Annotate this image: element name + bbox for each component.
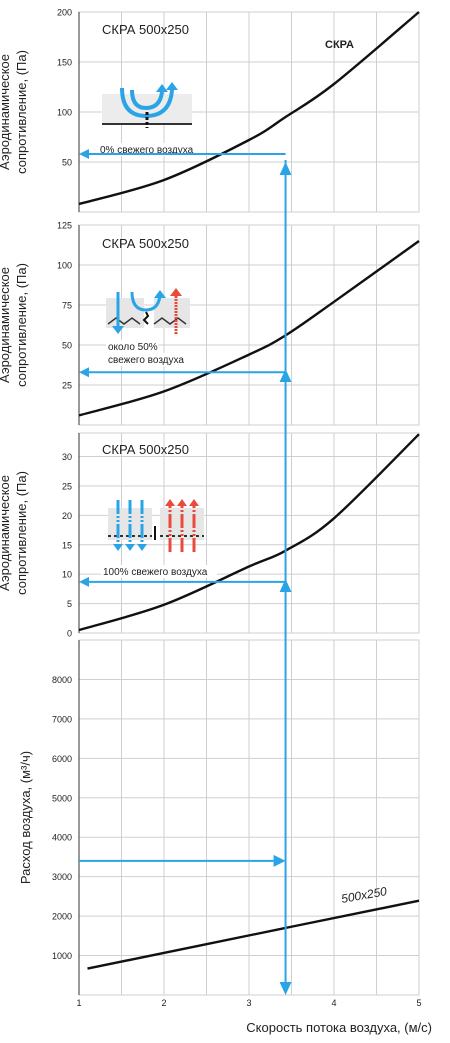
y-axis-label: сопротивление, (Па) — [14, 263, 29, 387]
panel-title: СКРА 500x250 — [102, 442, 189, 457]
y-axis-label: сопротивление, (Па) — [14, 471, 29, 595]
flow-arrowhead — [156, 84, 168, 92]
x-axis-label: Скорость потока воздуха, (м/с) — [246, 1020, 432, 1035]
y-tick-label: 6000 — [52, 754, 72, 764]
y-tick-label: 2000 — [52, 912, 72, 922]
x-tick-label: 2 — [161, 998, 166, 1008]
panel-3: 0 5 10 15 20 25 30 Аэродинамическое сопротивлени… — [0, 432, 420, 639]
y-axis-label: Расход воздуха, (м³/ч) — [18, 751, 33, 884]
annotation-bg — [106, 340, 159, 353]
y-tick-label: 125 — [57, 221, 72, 231]
y-tick-label: 20 — [62, 511, 72, 521]
y-tick-label: 100 — [57, 261, 72, 271]
airflow-0-percent-icon — [102, 82, 192, 128]
panel-title: СКРА 500x250 — [102, 22, 189, 37]
y-tick-label: 30 — [62, 452, 72, 462]
data-curve — [87, 899, 420, 970]
data-curve — [78, 240, 420, 417]
y-tick-label: 8000 — [52, 675, 72, 685]
damper-line — [107, 317, 141, 325]
flow-arrowhead — [189, 499, 199, 506]
y-tick-label: 100 — [57, 108, 72, 118]
y-axis-label: сопротивление, (Па) — [14, 50, 29, 174]
flow-arrowhead — [177, 499, 187, 506]
flow-arrowhead — [113, 544, 123, 551]
y-tick-label: 4000 — [52, 833, 72, 843]
y-axis-label: Аэродинамическое — [0, 475, 12, 591]
y-tick-label: 5 — [67, 599, 72, 609]
airflow-50-percent-icon — [106, 288, 190, 334]
arrow-left-head — [79, 576, 89, 587]
annotation-bg — [98, 143, 203, 156]
damper-blade — [142, 311, 150, 325]
flow-arrowhead — [137, 544, 147, 551]
panel-2: 25 50 75 100 125 Аэродинамическое сопротивлени… — [0, 221, 420, 426]
arrow-down-head — [279, 982, 292, 995]
y-tick-label: 15 — [62, 540, 72, 550]
y-axis-label: Аэродинамическое — [0, 267, 12, 383]
arrow-left-head — [79, 149, 89, 159]
y-tick-label: 0 — [67, 629, 72, 639]
panel-title: СКРА 500x250 — [102, 236, 189, 251]
annotation-bg — [101, 565, 217, 578]
flow-arrowhead — [170, 288, 182, 296]
x-tick-label: 5 — [416, 998, 421, 1008]
y-tick-label: 25 — [62, 481, 72, 491]
flow-arrowhead — [165, 499, 175, 506]
panel-1: 50 100 150 200 Аэродинамическое сопротивление… — [0, 8, 420, 213]
y-tick-label: 200 — [57, 8, 72, 18]
y-tick-label: 50 — [62, 341, 72, 351]
flow-arrowhead — [125, 544, 135, 551]
series-label: 500x250 — [340, 884, 388, 906]
damper-line — [153, 317, 187, 325]
airflow-100-percent-icon — [108, 499, 204, 552]
arrow-left-head — [79, 367, 89, 378]
series-label: СКРА — [325, 39, 354, 51]
flow-curve — [130, 89, 164, 111]
data-curve — [78, 11, 420, 206]
flow-curve — [130, 291, 162, 312]
flow-arrowhead — [112, 326, 124, 334]
annotation-text: свежего воздуха — [108, 355, 184, 366]
y-tick-label: 25 — [62, 381, 72, 391]
annotation-text: 0% свежего воздуха — [100, 145, 194, 156]
x-tick-label: 1 — [76, 998, 81, 1008]
arrow-up-head — [279, 369, 292, 382]
flow-arrowhead — [166, 82, 178, 90]
flow-curve — [120, 87, 174, 119]
y-tick-label: 150 — [57, 58, 72, 68]
y-tick-label: 5000 — [52, 793, 72, 803]
annotation-text: 100% свежего воздуха — [103, 567, 208, 578]
data-curve — [78, 433, 420, 632]
y-tick-label: 10 — [62, 570, 72, 580]
annotation-bg — [106, 353, 193, 366]
arrow-up-head — [279, 162, 292, 175]
flow-arrowhead — [154, 290, 166, 298]
y-tick-label: 1000 — [52, 951, 72, 961]
arrow-right-head — [273, 854, 286, 867]
panel-4: 1000 2000 3000 4000 5000 6000 7000 8000 Расход в… — [18, 639, 420, 996]
arrow-up-head — [279, 579, 292, 592]
annotation-text: около 50% — [108, 342, 158, 353]
y-tick-label: 50 — [62, 158, 72, 168]
x-tick-label: 3 — [246, 998, 251, 1008]
x-tick-label: 4 — [331, 998, 336, 1008]
y-axis-label: Аэродинамическое — [0, 54, 12, 170]
y-tick-label: 75 — [62, 301, 72, 311]
y-tick-label: 3000 — [52, 872, 72, 882]
y-tick-label: 7000 — [52, 714, 72, 724]
